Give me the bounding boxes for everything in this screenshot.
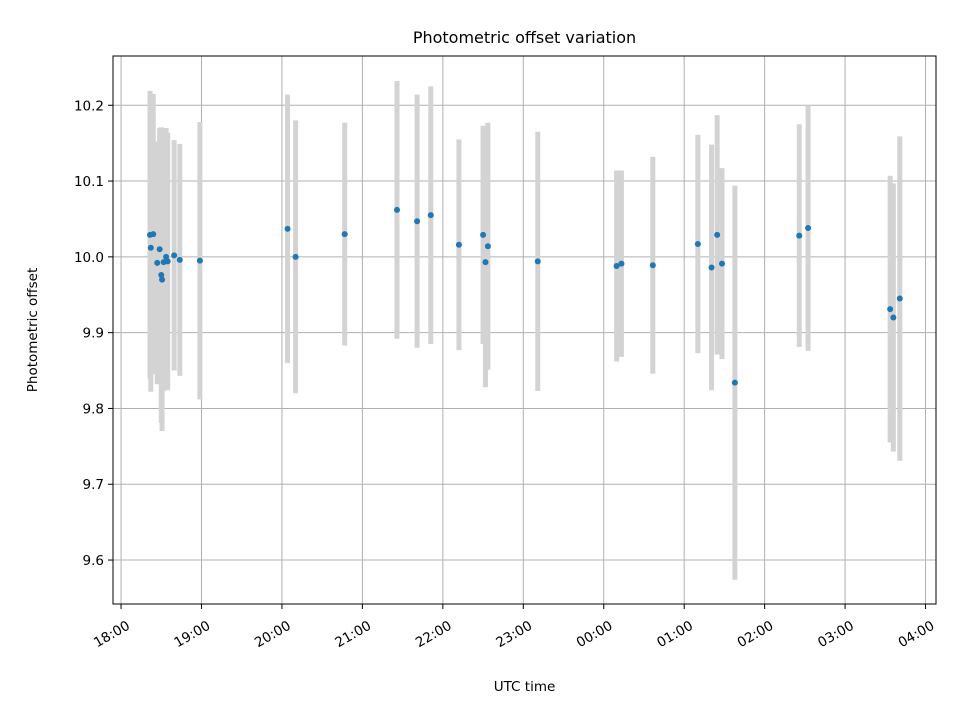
data-point xyxy=(649,262,656,269)
x-axis-label: UTC time xyxy=(494,679,556,695)
data-point xyxy=(534,258,541,265)
chart-title: Photometric offset variation xyxy=(413,28,636,47)
plot-area-frame xyxy=(112,55,937,605)
data-points xyxy=(147,206,903,386)
data-point xyxy=(482,259,489,266)
y-tick-label: 9.9 xyxy=(83,326,104,342)
x-tick-label: 03:00 xyxy=(815,618,857,651)
y-tick-label: 10.2 xyxy=(74,98,104,114)
data-point xyxy=(714,231,721,238)
data-point xyxy=(164,258,171,265)
data-point xyxy=(484,243,491,250)
x-tick-label: 23:00 xyxy=(493,618,535,651)
y-tick-label: 9.7 xyxy=(83,477,104,493)
y-axis-label: Photometric offset xyxy=(25,268,41,392)
x-tick-label: 02:00 xyxy=(735,618,777,651)
x-tick-label: 04:00 xyxy=(896,618,938,651)
data-point xyxy=(805,225,812,232)
data-point xyxy=(150,231,157,238)
data-point xyxy=(292,253,299,260)
x-tick-label: 00:00 xyxy=(574,618,616,651)
data-point xyxy=(890,314,897,321)
y-tick-label: 10.0 xyxy=(74,250,104,266)
x-tick-label: 22:00 xyxy=(413,618,455,651)
data-point xyxy=(393,206,400,213)
data-point xyxy=(719,260,726,267)
data-point xyxy=(196,257,203,264)
x-tick-label: 21:00 xyxy=(332,618,374,651)
data-point xyxy=(896,295,903,302)
x-tick-label: 20:00 xyxy=(252,618,294,651)
x-tick-label: 19:00 xyxy=(172,618,214,651)
y-tick-label: 9.6 xyxy=(83,553,104,569)
data-point xyxy=(613,262,620,269)
grid-lines xyxy=(113,56,936,604)
y-tick-label: 10.1 xyxy=(74,174,104,190)
data-point xyxy=(159,276,166,283)
data-point xyxy=(414,218,421,225)
data-point xyxy=(708,264,715,271)
data-point xyxy=(154,259,161,266)
data-point xyxy=(694,240,701,247)
x-tick-label: 01:00 xyxy=(654,618,696,651)
data-point xyxy=(618,260,625,267)
data-point xyxy=(163,253,170,260)
data-point xyxy=(158,272,165,279)
data-point xyxy=(796,232,803,239)
y-tick-label: 9.8 xyxy=(83,401,104,417)
x-tick-label: 18:00 xyxy=(91,618,133,651)
error-bars xyxy=(147,81,903,580)
data-point xyxy=(147,244,154,251)
data-point xyxy=(887,306,894,313)
data-point xyxy=(156,246,163,253)
x-axis-ticks: 18:00 19:00 20:00 21:00 22:00 23:00 00:00 01:00… xyxy=(91,604,937,651)
data-point xyxy=(427,212,434,219)
y-axis-ticks: 9.6 9.7 9.8 9.9 10.0 10.1 10.2 xyxy=(74,98,113,569)
data-point xyxy=(341,231,348,238)
data-point xyxy=(171,252,178,259)
data-point xyxy=(176,256,183,263)
data-point xyxy=(455,241,462,248)
data-point xyxy=(731,379,738,386)
data-point xyxy=(284,225,291,232)
data-point xyxy=(480,231,487,238)
